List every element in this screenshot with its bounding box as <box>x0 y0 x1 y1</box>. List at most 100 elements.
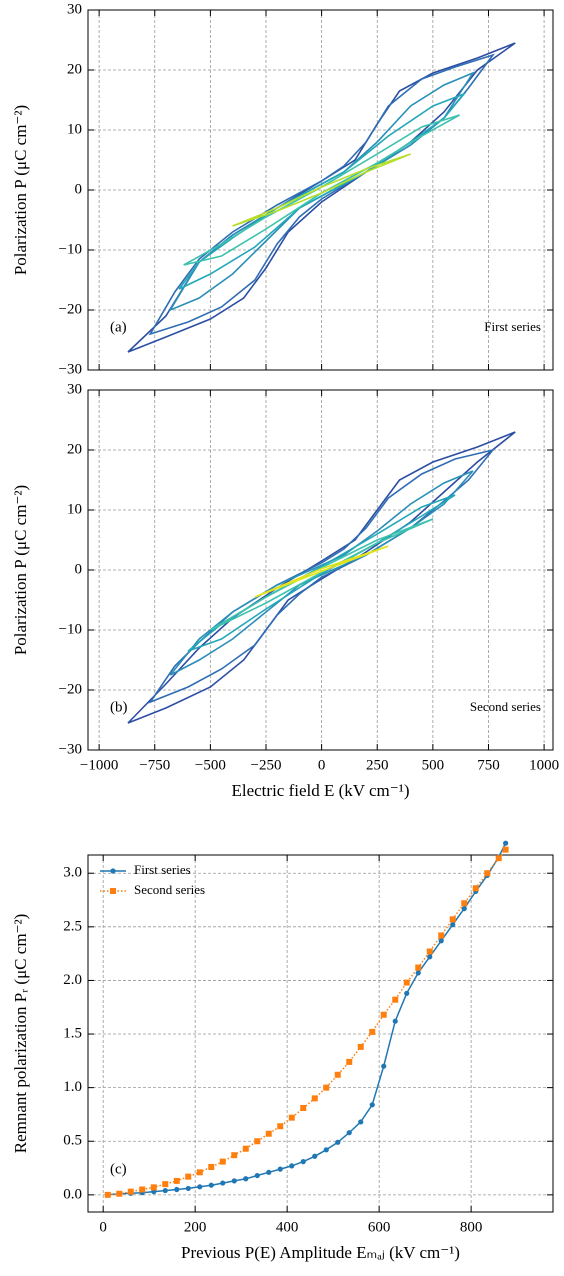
marker <box>219 1158 226 1165</box>
x-tick-label: −1000 <box>80 757 118 773</box>
marker <box>381 1063 387 1069</box>
marker <box>185 1185 191 1192</box>
marker <box>369 1028 376 1035</box>
marker <box>265 1130 272 1137</box>
x-tick-label: 800 <box>460 1219 483 1235</box>
x-tick-label: 1000 <box>529 757 559 773</box>
y-tick-label: 2.0 <box>63 972 82 988</box>
y-tick-label: 2.5 <box>63 918 82 934</box>
marker <box>380 1011 387 1018</box>
marker <box>403 979 410 986</box>
y-tick-label: 1.0 <box>63 1079 82 1095</box>
x-tick-label: 750 <box>477 757 500 773</box>
marker <box>323 1084 330 1091</box>
marker <box>404 990 410 996</box>
marker <box>312 1153 318 1159</box>
marker <box>311 1095 318 1102</box>
x-tick-label: 400 <box>276 1219 299 1235</box>
y-axis-label: Remnant polarization Pᵣ (μC cm⁻²) <box>11 914 30 1154</box>
hysteresis-loop <box>178 92 467 290</box>
marker <box>243 1176 249 1182</box>
x-axis-label: Electric field E (kV cm⁻¹) <box>231 781 409 800</box>
legend-label: Second series <box>134 882 205 897</box>
y-tick-label: 30 <box>67 381 82 397</box>
marker <box>277 1123 284 1130</box>
marker <box>266 1169 272 1175</box>
plot-frame <box>87 854 554 1213</box>
marker <box>335 1139 341 1145</box>
marker <box>104 1191 111 1198</box>
marker <box>369 1102 375 1108</box>
legend-label: First series <box>134 862 191 877</box>
marker <box>449 916 456 923</box>
marker <box>323 1147 329 1153</box>
marker <box>150 1184 157 1191</box>
marker <box>300 1159 306 1165</box>
marker <box>392 996 399 1003</box>
y-tick-label: 30 <box>67 1 82 17</box>
legend-marker <box>110 888 116 894</box>
x-tick-label: 0 <box>318 757 326 773</box>
marker <box>357 1043 364 1050</box>
marker <box>185 1173 192 1180</box>
y-axis-label: Polarization P (μC cm⁻²) <box>11 105 30 275</box>
y-tick-label: 0.0 <box>63 1186 82 1202</box>
y-tick-label: 20 <box>67 61 82 77</box>
y-tick-label: 0 <box>75 181 83 197</box>
x-tick-label: 200 <box>184 1219 207 1235</box>
marker <box>438 938 444 944</box>
marker <box>346 1058 353 1065</box>
y-tick-label: 0 <box>75 561 83 577</box>
marker <box>116 1190 123 1197</box>
legend-marker <box>110 868 116 874</box>
x-tick-label: −250 <box>251 757 282 773</box>
marker <box>254 1138 261 1145</box>
y-tick-label: 0.5 <box>63 1133 82 1149</box>
panel-label: (c) <box>110 1161 127 1177</box>
marker <box>472 885 479 892</box>
y-tick-label: −30 <box>59 741 82 757</box>
marker <box>415 964 422 971</box>
panel-label: (b) <box>110 699 128 715</box>
marker <box>300 1105 307 1112</box>
marker <box>127 1188 134 1195</box>
y-tick-label: −20 <box>59 681 82 697</box>
marker <box>484 870 491 877</box>
marker <box>415 970 421 976</box>
marker <box>288 1114 295 1121</box>
marker <box>254 1172 260 1179</box>
x-axis-label: Previous P(E) Amplitude Eₘₐⱼ (kV cm⁻¹) <box>181 1243 460 1262</box>
panel-label: (a) <box>110 319 127 335</box>
annotation: Second series <box>470 699 541 714</box>
marker <box>220 1180 226 1186</box>
marker <box>502 846 509 853</box>
y-tick-label: 3.0 <box>63 865 82 881</box>
series-line <box>107 849 507 1196</box>
marker <box>162 1187 168 1194</box>
marker <box>426 948 433 955</box>
marker <box>289 1163 295 1169</box>
marker <box>277 1166 283 1172</box>
y-tick-label: 10 <box>67 501 82 517</box>
x-tick-label: −750 <box>139 757 170 773</box>
marker <box>503 840 509 846</box>
y-axis-label: Polarization P (μC cm⁻²) <box>11 485 30 655</box>
marker <box>208 1163 215 1170</box>
hysteresis-loop <box>183 114 460 266</box>
x-tick-label: 250 <box>366 757 389 773</box>
marker <box>346 1130 352 1136</box>
marker <box>197 1184 203 1190</box>
y-tick-label: −10 <box>59 621 82 637</box>
y-tick-label: −20 <box>59 301 82 317</box>
y-tick-label: −10 <box>59 241 82 257</box>
marker <box>242 1145 249 1152</box>
x-tick-label: 500 <box>422 757 445 773</box>
plot-frame <box>87 389 554 751</box>
y-tick-label: 1.5 <box>63 1025 82 1041</box>
marker <box>231 1152 238 1159</box>
y-tick-label: 10 <box>67 121 82 137</box>
marker <box>162 1181 169 1188</box>
marker <box>231 1178 237 1184</box>
marker <box>438 932 445 939</box>
plot-frame <box>87 9 554 371</box>
